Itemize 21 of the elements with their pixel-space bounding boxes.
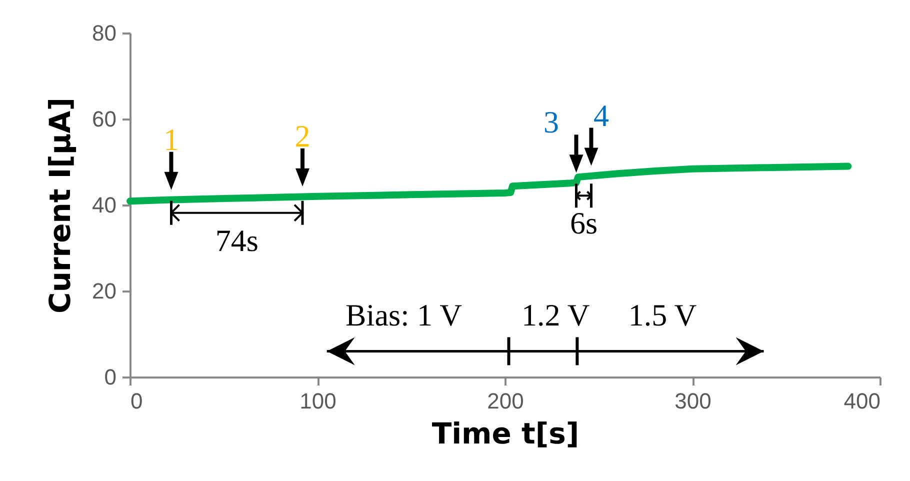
annotation: 4 — [594, 98, 610, 133]
annotation: 1.2 V — [521, 297, 590, 332]
y-axis-title: Current I[μA] — [43, 98, 78, 314]
y-tick-label: 20 — [92, 278, 116, 304]
y-tick-label: 40 — [92, 192, 116, 218]
x-tick-label: 400 — [844, 388, 880, 414]
x-tick-label: 300 — [674, 388, 712, 414]
annotation: Bias: 1 V — [345, 297, 463, 332]
y-tick-label: 80 — [92, 20, 116, 46]
x-axis-title: Time t[s] — [432, 416, 580, 450]
annotation: 2 — [294, 118, 310, 154]
y-tick-label: 60 — [92, 106, 116, 132]
annotation: 1 — [164, 122, 179, 157]
x-tick-label: 100 — [300, 388, 336, 414]
y-tick-label: 0 — [104, 364, 116, 390]
annotation: 1.5 V — [628, 297, 698, 332]
x-tick-label: 0 — [130, 388, 143, 414]
annotation: 3 — [544, 104, 559, 140]
annotation: 6s — [570, 206, 598, 241]
annotation: 74s — [215, 222, 258, 258]
x-tick-label: 200 — [487, 388, 524, 414]
